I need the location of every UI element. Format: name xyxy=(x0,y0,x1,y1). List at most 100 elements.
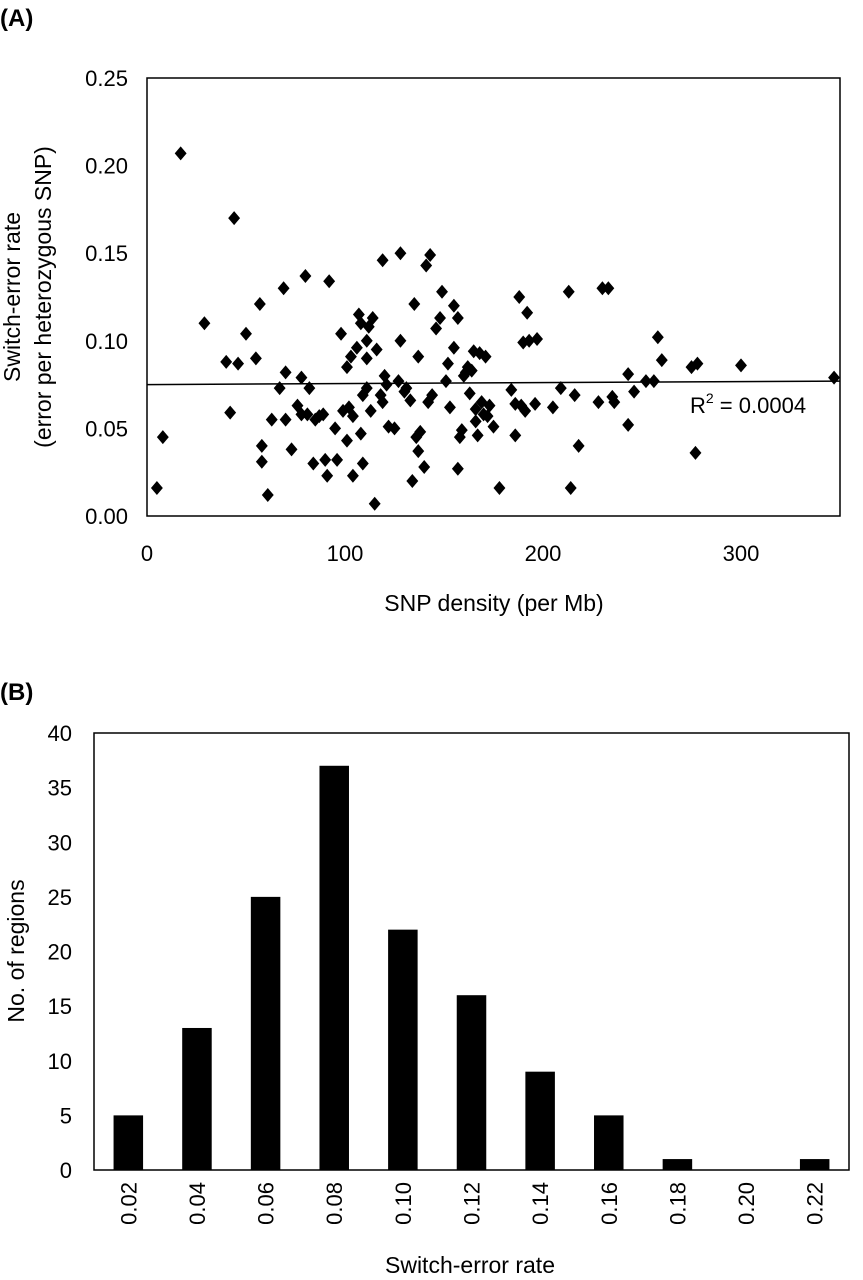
scatter-point xyxy=(406,473,419,488)
scatter-point xyxy=(592,395,605,410)
scatter-point xyxy=(602,281,615,296)
y-tick-labels: 0.00 0.05 0.10 0.15 0.20 0.25 xyxy=(85,66,128,529)
scatter-point xyxy=(564,480,577,495)
scatter-point xyxy=(335,326,347,341)
histogram-panel: (B) 0 5 10 15 20 25 30 35 40 0.02 0.04 0.06 0.08 0.1… xyxy=(0,679,850,1278)
scatter-point xyxy=(354,426,367,441)
scatter-point xyxy=(689,445,702,460)
scatter-point xyxy=(447,298,460,313)
x-tick-label: 0.02 xyxy=(116,1182,141,1225)
scatter-point xyxy=(366,311,379,326)
scatter-point xyxy=(279,412,292,427)
histogram-bar xyxy=(662,1159,693,1170)
scatter-point xyxy=(380,377,393,392)
scatter-point xyxy=(546,400,559,415)
scatter-point xyxy=(261,487,274,502)
histogram-bar xyxy=(456,995,487,1170)
x-tick-labels: 0 100 200 300 xyxy=(141,541,759,566)
scatter-point xyxy=(420,258,433,273)
scatter-point xyxy=(329,421,342,436)
scatter-point xyxy=(174,146,187,161)
scatter-point xyxy=(463,386,476,401)
scatter-point xyxy=(430,321,443,336)
scatter-point xyxy=(224,405,237,420)
y-tick-label: 0.25 xyxy=(85,66,128,91)
y-tick-label: 10 xyxy=(48,1049,72,1074)
scatter-point xyxy=(515,398,528,413)
r-squared-label: R2 = 0.0004 xyxy=(690,390,806,418)
scatter-point xyxy=(277,281,290,296)
scatter-point xyxy=(481,409,494,424)
scatter-point xyxy=(487,419,500,434)
x-tick-label: 0.06 xyxy=(254,1182,279,1225)
histogram-bar xyxy=(388,929,418,1170)
y-tick-label: 25 xyxy=(48,885,72,910)
scatter-panel: (A) 0.000.050.100.150.200.25 0 100 200 300 … xyxy=(0,5,841,616)
scatter-point xyxy=(640,374,652,389)
scatter-point xyxy=(572,438,585,453)
y-tick-label: 0.15 xyxy=(85,241,128,266)
x-tick-labels: 0.02 0.04 0.06 0.08 0.10 0.12 0.14 0.16 0.18 0.20… xyxy=(116,1182,827,1225)
x-tick-label: 300 xyxy=(723,541,760,566)
panel-label-a: (A) xyxy=(0,5,33,32)
scatter-point xyxy=(531,332,544,347)
scatter-point xyxy=(301,407,314,422)
scatter-point xyxy=(622,417,635,432)
x-tick-label: 0.12 xyxy=(460,1182,485,1225)
scatter-point xyxy=(400,381,413,396)
scatter-point xyxy=(628,384,641,399)
histogram-bars xyxy=(113,765,830,1170)
scatter-point xyxy=(469,414,482,429)
scatter-point xyxy=(156,430,169,445)
scatter-point xyxy=(447,340,460,355)
scatter-point xyxy=(356,456,369,471)
scatter-point xyxy=(408,297,421,312)
scatter-point xyxy=(394,246,407,261)
histogram-bar xyxy=(799,1159,830,1170)
scatter-point xyxy=(443,400,456,415)
x-tick-label: 100 xyxy=(327,541,364,566)
x-tick-label: 0 xyxy=(141,541,153,566)
scatter-point xyxy=(341,360,353,375)
scatter-point xyxy=(255,438,268,453)
scatter-point xyxy=(285,442,298,457)
scatter-point xyxy=(655,353,668,368)
histogram-bar xyxy=(182,1027,212,1170)
scatter-point xyxy=(279,365,292,380)
scatter-point xyxy=(232,356,245,371)
scatter-point xyxy=(295,370,308,385)
scatter-point xyxy=(426,388,439,403)
scatter-point xyxy=(360,381,373,396)
x-axis-title: SNP density (per Mb) xyxy=(384,590,603,616)
y-axis-title: No. of regions xyxy=(3,879,29,1022)
scatter-point xyxy=(622,367,635,382)
scatter-point xyxy=(513,290,526,304)
scatter-point xyxy=(253,297,266,312)
y-tick-label: 15 xyxy=(48,994,72,1019)
scatter-point xyxy=(350,340,363,355)
scatter-point xyxy=(493,480,506,495)
scatter-point xyxy=(150,480,163,495)
scatter-point xyxy=(360,333,373,348)
y-tick-label: 0.10 xyxy=(85,329,128,354)
scatter-point xyxy=(341,433,353,448)
scatter-point xyxy=(346,468,359,483)
x-tick-label: 0.18 xyxy=(665,1182,690,1225)
scatter-point xyxy=(228,211,241,226)
scatter-point xyxy=(471,428,484,443)
scatter-point xyxy=(368,496,381,511)
scatter-point xyxy=(519,403,532,418)
scatter-point xyxy=(479,349,492,364)
y-tick-label: 0 xyxy=(60,1158,72,1183)
scatter-point xyxy=(346,409,359,424)
scatter-point xyxy=(331,452,344,467)
scatter-point xyxy=(364,403,377,418)
scatter-point xyxy=(376,395,389,410)
scatter-point xyxy=(412,349,425,364)
scatter-point xyxy=(265,412,278,427)
y-tick-label: 0.00 xyxy=(85,504,128,529)
histogram-bar xyxy=(113,1115,144,1170)
y-tick-label: 40 xyxy=(48,721,72,746)
scatter-point xyxy=(255,454,268,469)
scatter-point xyxy=(303,381,316,396)
